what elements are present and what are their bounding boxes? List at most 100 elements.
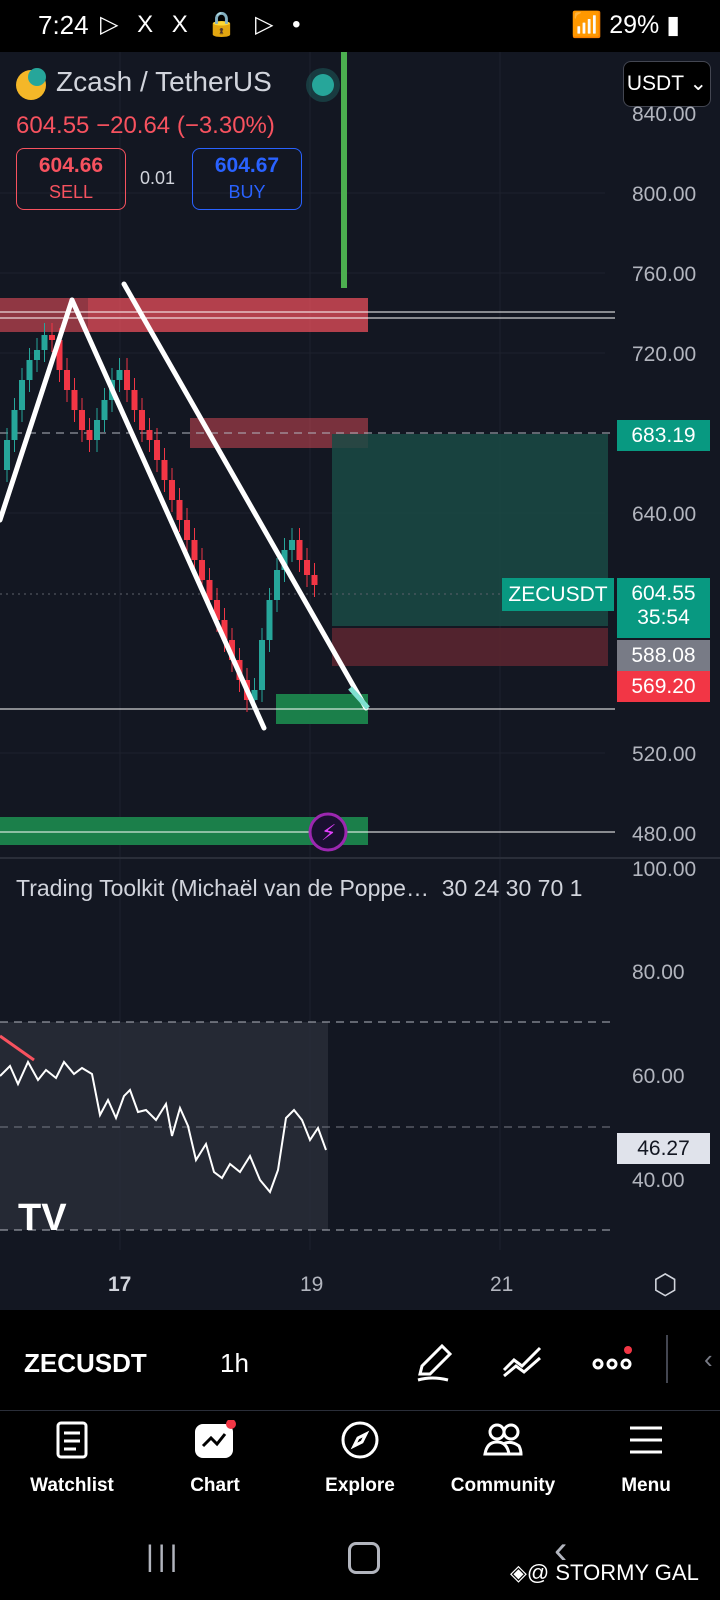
candle-body bbox=[131, 390, 138, 410]
chart-icon bbox=[195, 1419, 236, 1458]
demand-zone-bottom bbox=[0, 817, 368, 845]
nav-label: Explore bbox=[325, 1475, 395, 1496]
candle-body bbox=[34, 350, 40, 360]
notification-icons: ▷ X X 🔒 ▷ • bbox=[100, 11, 307, 38]
candle-body bbox=[26, 360, 33, 380]
candle-body bbox=[41, 335, 48, 350]
bottom-nav bbox=[0, 1410, 720, 1519]
candle-body bbox=[154, 440, 160, 460]
trend-channel bbox=[0, 281, 369, 731]
buy-label: BUY bbox=[228, 182, 266, 202]
status-time: 7:24 bbox=[38, 10, 89, 40]
price-axis-label: 760.00 bbox=[632, 263, 697, 286]
candle-body bbox=[116, 370, 123, 380]
candle-body bbox=[289, 540, 295, 550]
time-axis-label: 21 bbox=[490, 1273, 514, 1296]
sell-button[interactable]: 604.66 SELL bbox=[16, 148, 126, 210]
nav-watchlist[interactable]: Watchlist bbox=[12, 1420, 132, 1497]
candle-body bbox=[206, 580, 213, 600]
candle-body bbox=[19, 380, 25, 410]
candle-body bbox=[139, 410, 145, 430]
nav-menu[interactable]: Menu bbox=[586, 1420, 706, 1497]
system-nav-bar bbox=[0, 1518, 720, 1600]
candle-body bbox=[304, 560, 310, 575]
price-change: 604.55 −20.64 (−3.30%) bbox=[16, 112, 275, 140]
candle-body bbox=[274, 570, 280, 600]
buy-price: 604.67 bbox=[214, 154, 280, 177]
stop-price-tag: 569.20 bbox=[617, 671, 710, 702]
time-axis-label: 17 bbox=[108, 1273, 132, 1296]
candle-body bbox=[64, 370, 70, 390]
signal-icon: 📶 bbox=[571, 11, 603, 39]
nav-community[interactable]: Community bbox=[443, 1420, 563, 1497]
buy-button[interactable]: 604.67 BUY bbox=[192, 148, 302, 210]
price-axis-label: 480.00 bbox=[632, 823, 697, 846]
indicator-title[interactable]: Trading Toolkit (Michaël van de Poppe… 3… bbox=[16, 875, 582, 902]
indicators-icon[interactable] bbox=[500, 1340, 544, 1384]
candle-body bbox=[56, 340, 63, 370]
candle-body bbox=[176, 500, 183, 520]
price-chart[interactable]: ⚡ TV bbox=[0, 52, 720, 1310]
home-icon[interactable] bbox=[348, 1542, 380, 1574]
toolbar-interval[interactable]: 1h bbox=[220, 1348, 249, 1378]
candle-body bbox=[79, 410, 85, 430]
spread-value: 0.01 bbox=[140, 168, 176, 188]
candle-body bbox=[49, 335, 55, 340]
indicator-params: 30 24 30 70 1 bbox=[441, 875, 583, 901]
chevron-left-icon[interactable]: ‹ bbox=[704, 1344, 713, 1374]
nav-explore[interactable]: Explore bbox=[300, 1420, 420, 1497]
candle-body bbox=[221, 620, 228, 640]
diamond-icon: ◈ bbox=[510, 1560, 527, 1585]
candle-body bbox=[296, 540, 303, 560]
indicator-band bbox=[0, 1022, 328, 1230]
price-axis-label: 720.00 bbox=[632, 343, 697, 366]
candle-body bbox=[94, 420, 100, 440]
change-value: −20.64 (−3.30%) bbox=[96, 112, 275, 139]
watermark-text: @ STORMY GAL bbox=[526, 1560, 699, 1585]
back-icon[interactable]: ‹ bbox=[554, 1528, 568, 1572]
nav-label: Community bbox=[450, 1475, 556, 1496]
symbol-tag: ZECUSDT bbox=[502, 578, 614, 611]
candle-body bbox=[11, 410, 18, 440]
nav-chart[interactable]: Chart bbox=[155, 1419, 275, 1497]
battery-icon: ▮ bbox=[666, 11, 680, 39]
list-icon bbox=[56, 1421, 88, 1459]
recent-apps-icon[interactable]: ||| bbox=[146, 1540, 182, 1573]
symbol-title[interactable]: Zcash / TetherUS bbox=[56, 66, 272, 97]
time-axis-label: 19 bbox=[300, 1273, 324, 1296]
battery-percent: 29% bbox=[609, 11, 660, 39]
candle-body bbox=[86, 430, 93, 440]
candle-body bbox=[169, 480, 175, 500]
indicator-name: Trading Toolkit (Michaël van de Poppe… bbox=[16, 875, 429, 901]
candle-body bbox=[184, 520, 190, 540]
candle-body bbox=[259, 640, 265, 690]
menu-icon bbox=[630, 1426, 662, 1454]
status-bar: 7:24 ▷ X X 🔒 ▷ • 📶 29% ▮ bbox=[0, 0, 720, 52]
indicator-axis-label: 80.00 bbox=[632, 961, 685, 984]
candle-body bbox=[214, 600, 220, 620]
indicator-value-tag: 46.27 bbox=[617, 1133, 710, 1164]
currency-value: USDT bbox=[626, 72, 684, 95]
toolbar-symbol[interactable]: ZECUSDT bbox=[24, 1348, 147, 1378]
price-axis-label: 520.00 bbox=[632, 743, 697, 766]
candle-body bbox=[266, 600, 273, 640]
candle-body bbox=[101, 400, 108, 420]
current-price-tag: 604.55 35:54 bbox=[617, 578, 710, 638]
sell-label: SELL bbox=[48, 182, 94, 202]
watermark: ◈@ STORMY GAL bbox=[510, 1560, 699, 1586]
candle-body bbox=[124, 370, 130, 390]
pencil-icon[interactable] bbox=[412, 1340, 456, 1384]
candle-body bbox=[311, 575, 318, 585]
bar-countdown: 35:54 bbox=[637, 606, 690, 629]
settings-hexagon-icon[interactable]: ⬡ bbox=[653, 1269, 678, 1300]
more-options-icon[interactable] bbox=[590, 1340, 634, 1384]
price-axis-label: 640.00 bbox=[632, 503, 697, 526]
toolbar-divider bbox=[666, 1335, 668, 1383]
tether-logo-icon bbox=[28, 68, 46, 86]
candle-body bbox=[71, 390, 78, 410]
indicator-axis-label: 40.00 bbox=[632, 1169, 685, 1192]
currency-dropdown[interactable]: USDT ⌄ bbox=[623, 61, 711, 107]
candle-body bbox=[281, 550, 288, 570]
candle-body bbox=[229, 640, 235, 660]
indicator-axis-label: 100.00 bbox=[632, 858, 697, 881]
